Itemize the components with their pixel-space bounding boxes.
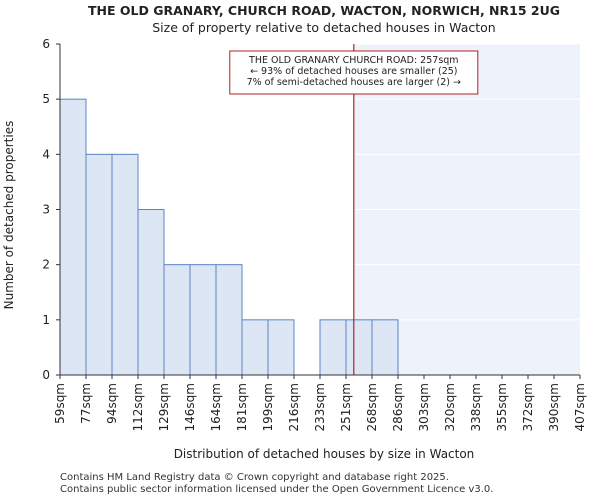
y-tick-label: 0	[42, 368, 50, 382]
x-tick-label: 146sqm	[183, 383, 197, 431]
y-tick-label: 2	[42, 258, 50, 272]
x-tick-label: 303sqm	[417, 383, 431, 431]
x-tick-label: 407sqm	[573, 383, 587, 431]
x-axis-label: Distribution of detached houses by size …	[174, 447, 475, 461]
y-tick-label: 5	[42, 92, 50, 106]
footer-line-1: Contains HM Land Registry data © Crown c…	[60, 472, 449, 483]
bar	[319, 319, 347, 376]
x-tick-label: 390sqm	[547, 383, 561, 431]
x-tick-label: 233sqm	[313, 383, 327, 431]
x-tick-label: 112sqm	[131, 383, 145, 431]
annotation-smaller: ← 93% of detached houses are smaller (25…	[250, 66, 457, 77]
histogram-chart: THE OLD GRANARY, CHURCH ROAD, WACTON, NO…	[2, 3, 587, 461]
x-tick-label: 199sqm	[261, 383, 275, 431]
bar	[137, 209, 165, 376]
x-tick-label: 338sqm	[469, 383, 483, 431]
x-tick-label: 216sqm	[287, 383, 301, 431]
annotation-title: THE OLD GRANARY CHURCH ROAD: 257sqm	[248, 55, 459, 66]
x-tick-label: 94sqm	[105, 383, 119, 424]
bar	[189, 264, 217, 376]
x-tick-label: 164sqm	[209, 383, 223, 431]
bar	[85, 153, 113, 376]
footer-line-2: Contains public sector information licen…	[60, 484, 494, 495]
bar	[241, 319, 269, 376]
bar	[163, 264, 191, 376]
bar	[267, 319, 295, 376]
x-tick-label: 372sqm	[521, 383, 535, 431]
bar	[371, 319, 399, 376]
y-tick-label: 3	[42, 203, 50, 217]
x-tick-label: 286sqm	[391, 383, 405, 431]
bar	[111, 153, 139, 376]
chart-title: THE OLD GRANARY, CHURCH ROAD, WACTON, NO…	[88, 3, 560, 18]
y-tick-label: 6	[42, 37, 50, 51]
x-tick-label: 320sqm	[443, 383, 457, 431]
x-tick-label: 268sqm	[365, 383, 379, 431]
chart-subtitle: Size of property relative to detached ho…	[152, 20, 495, 35]
x-tick-label: 59sqm	[53, 383, 67, 424]
x-tick-label: 181sqm	[235, 383, 249, 431]
y-tick-label: 4	[42, 147, 50, 161]
annotation-larger: 7% of semi-detached houses are larger (2…	[247, 77, 461, 88]
annotation-box	[229, 50, 479, 95]
x-tick-label: 77sqm	[79, 383, 93, 424]
y-tick-label: 1	[42, 313, 50, 327]
x-tick-label: 355sqm	[495, 383, 509, 431]
bar	[345, 319, 373, 376]
bar	[59, 98, 87, 376]
y-axis-label: Number of detached properties	[2, 121, 16, 310]
x-tick-label: 129sqm	[157, 383, 171, 431]
bar	[215, 264, 243, 376]
x-tick-label: 251sqm	[339, 383, 353, 431]
